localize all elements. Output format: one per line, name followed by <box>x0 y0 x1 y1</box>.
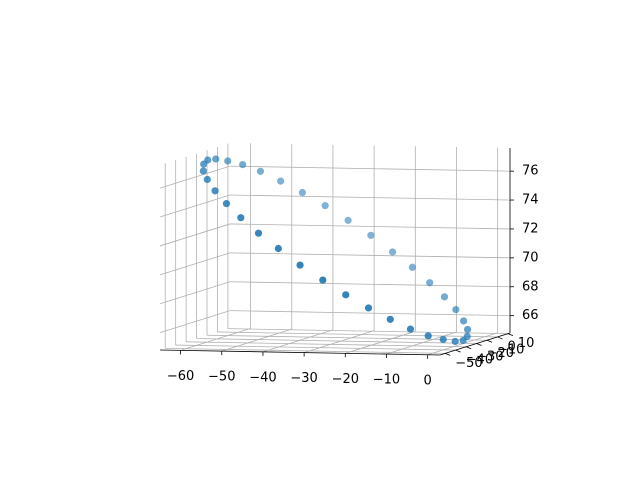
point <box>319 276 327 284</box>
point <box>203 175 211 184</box>
x-tick-label: −30 <box>290 371 317 386</box>
y-tick-label: −50 <box>455 356 482 371</box>
grid-line <box>165 347 446 354</box>
y-tick-label: 0 <box>507 339 515 354</box>
grid-line <box>217 331 498 338</box>
point <box>364 304 373 312</box>
point <box>426 279 434 287</box>
grid-line <box>196 338 477 344</box>
x-tick-label: 0 <box>424 373 432 388</box>
point <box>239 160 247 169</box>
grid-line <box>159 252 231 276</box>
point <box>274 244 282 253</box>
y-tick-label: −20 <box>487 346 514 361</box>
point <box>298 188 306 197</box>
y-tick <box>486 339 493 343</box>
z-tick-label: 66 <box>522 308 539 323</box>
point <box>212 155 220 163</box>
grid-line <box>159 194 231 218</box>
point <box>211 187 219 195</box>
point <box>406 325 415 333</box>
z-tick-label: 76 <box>522 164 539 179</box>
point <box>321 202 329 210</box>
y-tick <box>507 333 514 337</box>
point <box>459 336 467 345</box>
point <box>439 335 447 344</box>
point <box>222 200 231 208</box>
point <box>200 160 208 168</box>
grid-line <box>227 328 508 335</box>
x-tick-label: −10 <box>373 373 400 388</box>
y-tick <box>455 349 461 353</box>
point <box>254 229 263 237</box>
y-tick-label: −10 <box>497 343 524 358</box>
grid-line <box>159 310 231 334</box>
point <box>440 293 449 301</box>
grid-line <box>229 281 511 288</box>
grid-line <box>229 194 511 201</box>
y-tick-label: −40 <box>466 353 493 368</box>
point <box>224 157 232 165</box>
point <box>460 317 468 325</box>
z-tick-label: 74 <box>522 193 539 208</box>
x-axis <box>159 349 441 356</box>
point <box>277 177 285 185</box>
grid-line <box>175 344 456 351</box>
point <box>452 306 460 314</box>
point <box>296 261 304 269</box>
point <box>408 263 417 271</box>
grid-line <box>229 165 511 172</box>
point <box>344 216 352 224</box>
y-tick <box>445 352 451 356</box>
point <box>388 248 397 256</box>
x-tick-label: −60 <box>167 369 194 384</box>
grid-line <box>229 252 511 259</box>
y-tick-label: −30 <box>476 349 503 364</box>
point <box>386 315 394 323</box>
z-tick-label: 70 <box>522 250 539 265</box>
grid-line <box>229 223 511 230</box>
point <box>367 231 375 239</box>
y-tick-label: 10 <box>518 336 535 351</box>
x-tick-label: −50 <box>208 370 235 385</box>
point <box>451 337 459 346</box>
point <box>256 167 265 175</box>
x-tick-label: −20 <box>332 372 359 387</box>
point <box>237 214 245 222</box>
z-tick-label: 72 <box>522 221 539 236</box>
grid-line <box>159 223 231 247</box>
point <box>424 332 432 340</box>
point <box>342 291 350 299</box>
y-tick <box>476 343 482 346</box>
point <box>463 325 472 334</box>
y-axis <box>439 332 511 356</box>
grid-line <box>159 281 231 305</box>
x-tick-label: −40 <box>249 370 276 385</box>
y-tick <box>497 336 503 340</box>
y-tick <box>465 346 472 350</box>
point <box>199 167 207 175</box>
grid-line <box>186 341 467 348</box>
grid-line <box>159 165 231 189</box>
grid-line <box>229 310 511 317</box>
z-tick-label: 68 <box>522 279 539 294</box>
